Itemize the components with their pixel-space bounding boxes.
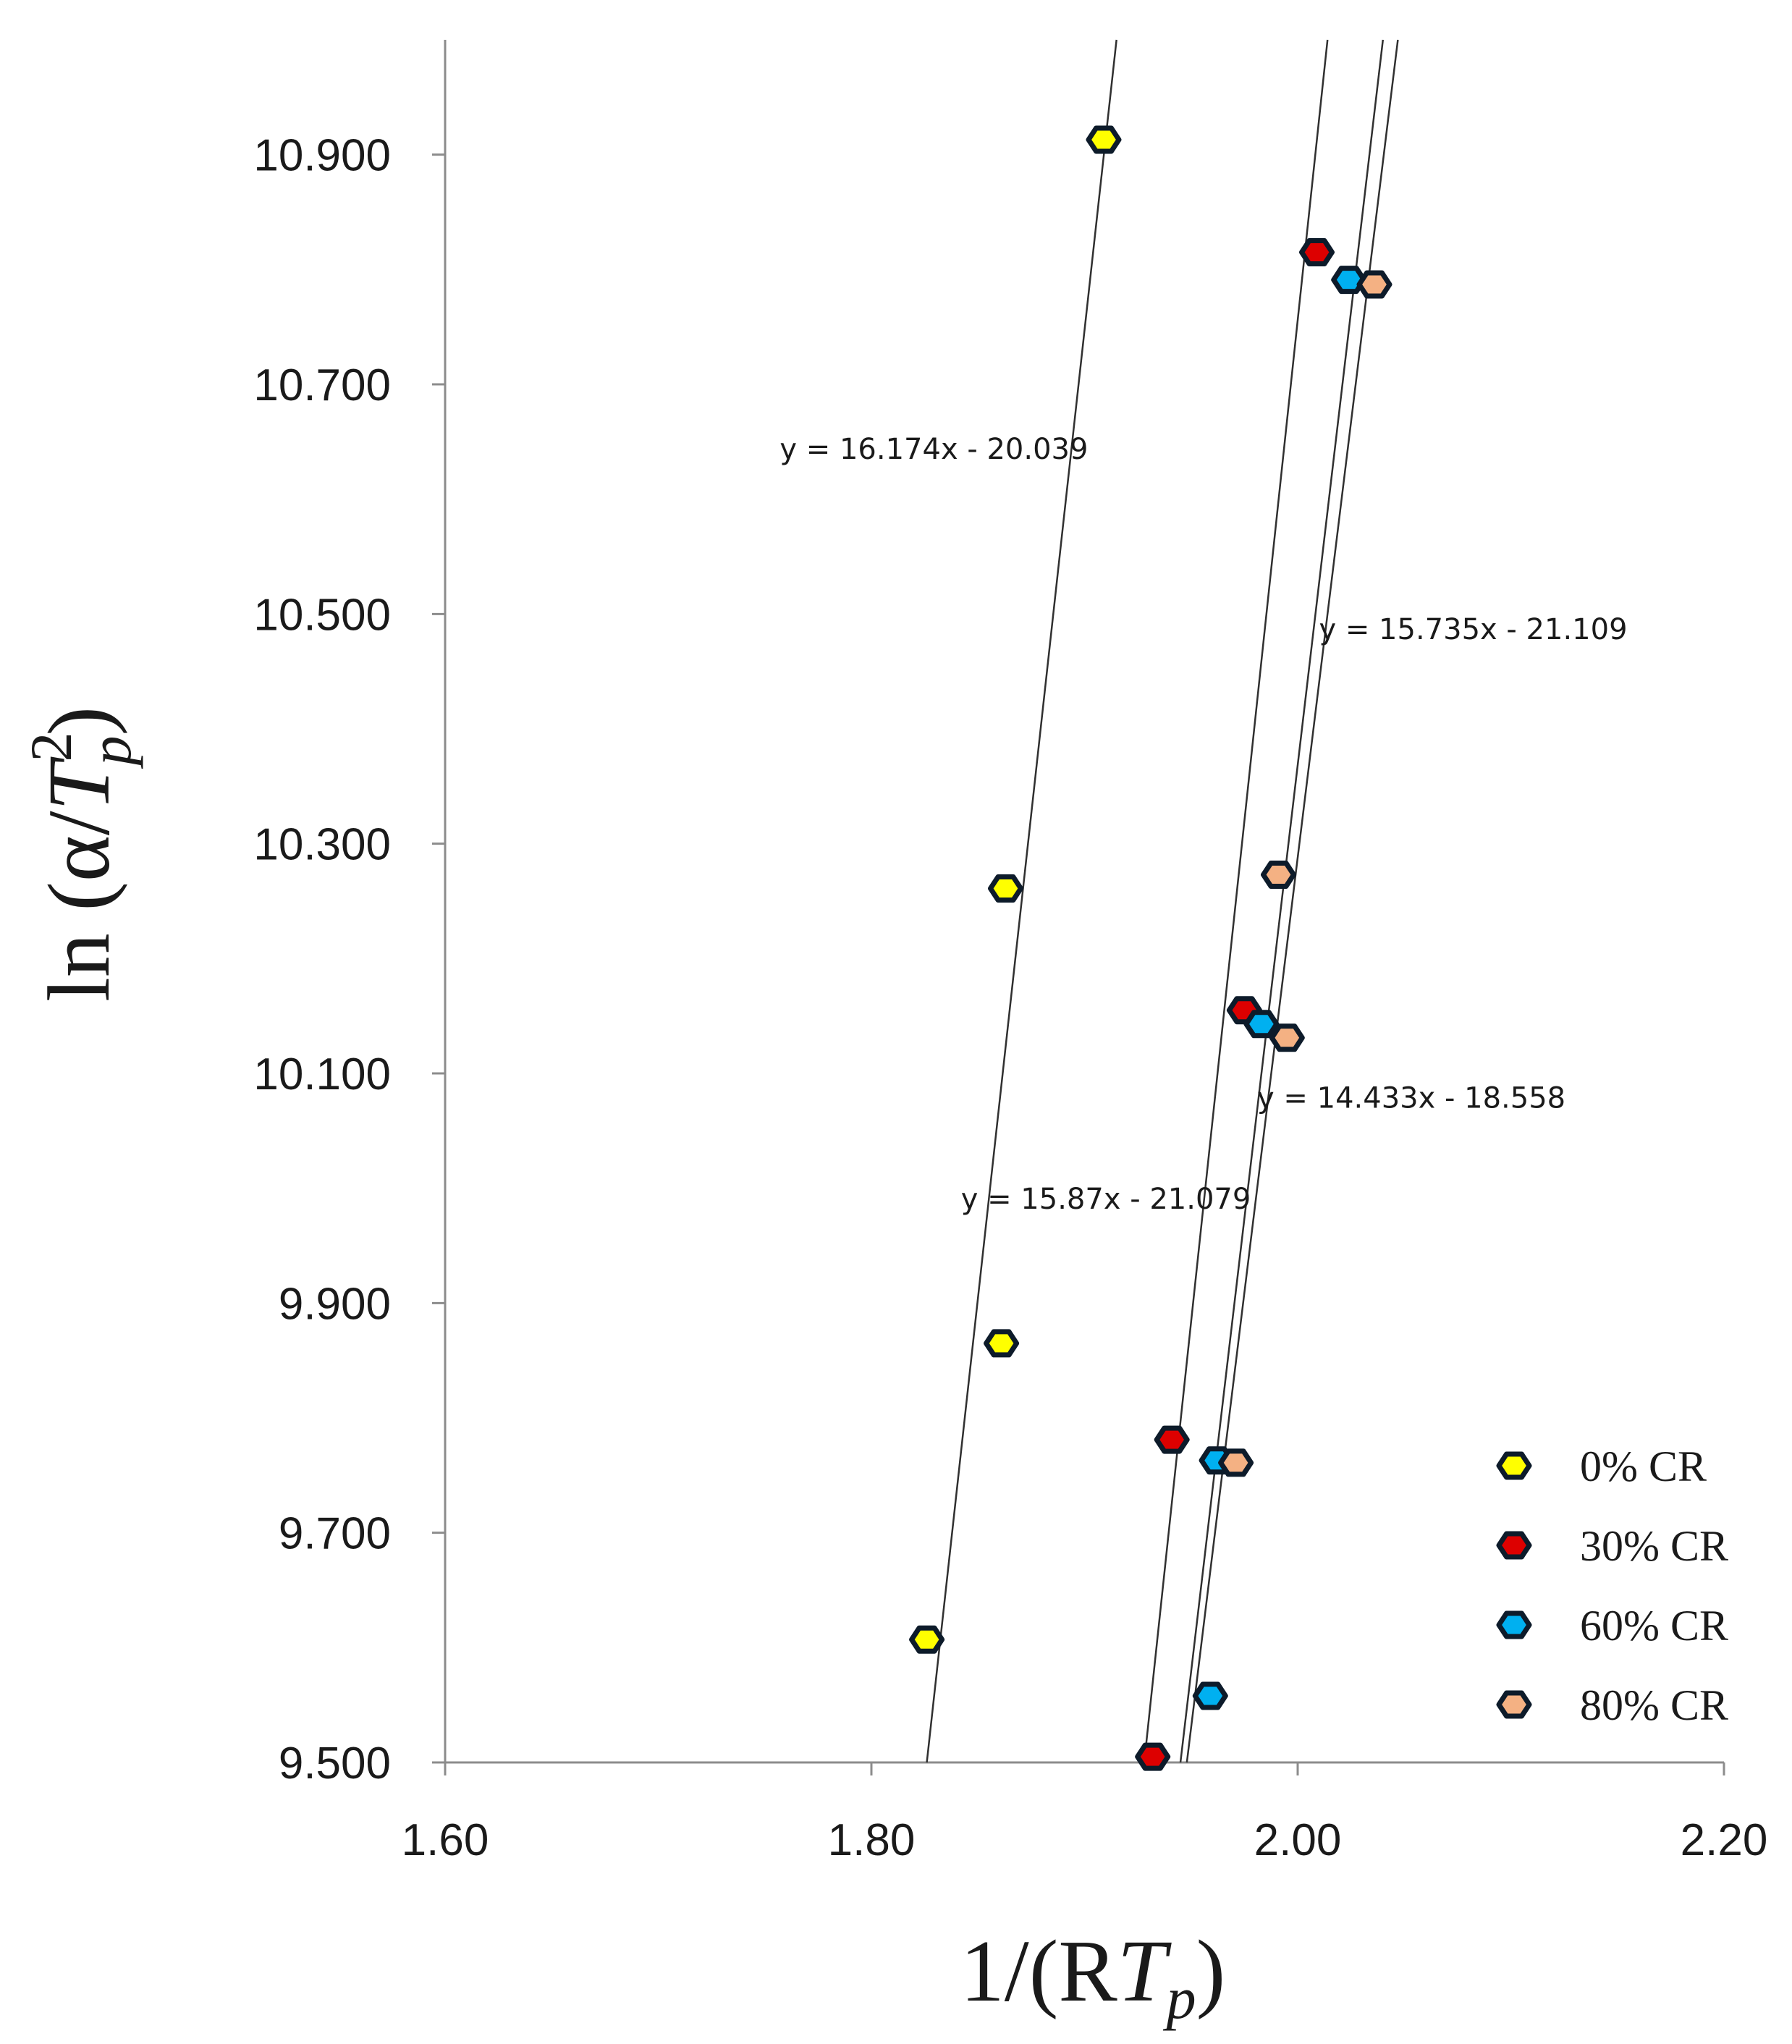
- data-point: [1192, 1681, 1228, 1710]
- y-tick-label: 9.900: [279, 1279, 391, 1329]
- legend-marker: [1496, 1451, 1532, 1480]
- y-axis-title-suffix: ): [30, 706, 128, 736]
- x-axis-title-prefix: 1/(R: [960, 1922, 1118, 2020]
- legend-item: 30% CR: [1496, 1522, 1728, 1570]
- legend-marker: [1496, 1690, 1532, 1719]
- trendline: [1179, 39, 1385, 1763]
- y-axis-title-subscript: p: [77, 735, 143, 769]
- trendline-equation: y = 15.735x - 21.109: [1319, 613, 1627, 646]
- y-axis-title-prefix: ln (α/: [30, 811, 128, 1002]
- legend-label: 30% CR: [1580, 1522, 1728, 1570]
- x-tick-label: 1.80: [828, 1815, 916, 1865]
- data-point: [1135, 1742, 1171, 1771]
- data-point: [988, 874, 1023, 903]
- x-tick-label: 1.60: [402, 1815, 489, 1865]
- trendline: [926, 39, 1117, 1763]
- legend: 0% CR 30% CR 60% CR 80% CR: [1496, 1443, 1728, 1729]
- data-points: [909, 125, 1392, 1771]
- tick-labels: 9.500 9.700 9.900 10.100 10.300 10.500 10.700 1…: [253, 131, 1767, 1865]
- y-tick-label: 10.900: [253, 131, 391, 181]
- legend-item: 80% CR: [1496, 1681, 1728, 1729]
- x-axis-title-suffix: ): [1196, 1922, 1226, 2020]
- data-point: [1299, 238, 1335, 266]
- y-tick-label: 10.100: [253, 1050, 391, 1099]
- trendline-equation: y = 16.174x - 20.039: [779, 433, 1088, 466]
- y-tick-label: 10.700: [253, 360, 391, 410]
- y-tick-label: 10.500: [253, 590, 391, 640]
- legend-item: 60% CR: [1496, 1602, 1728, 1650]
- data-point: [1269, 1023, 1305, 1052]
- trendline-equation: y = 15.87x - 21.079: [961, 1183, 1251, 1216]
- data-point: [1218, 1448, 1254, 1477]
- x-axis-title-subscript: p: [1163, 1965, 1196, 2031]
- y-tick-label: 9.700: [279, 1509, 391, 1559]
- data-point: [1261, 861, 1296, 889]
- x-tick-label: 2.20: [1681, 1815, 1768, 1865]
- trendlines: [926, 39, 1399, 1763]
- data-point: [1154, 1425, 1190, 1454]
- x-axis-title: 1/(RTp): [960, 1922, 1225, 2031]
- y-tick-label: 9.500: [279, 1739, 391, 1788]
- y-axis-title: ln (α/T2p): [18, 706, 143, 1002]
- x-axis-title-variable: T: [1117, 1922, 1172, 2020]
- legend-label: 80% CR: [1580, 1681, 1728, 1729]
- axes: [432, 40, 1725, 1775]
- data-point: [1243, 1010, 1280, 1039]
- y-tick-label: 10.300: [253, 820, 391, 870]
- data-point: [1356, 270, 1392, 299]
- y-axis-title-superscript: 2: [18, 732, 84, 761]
- data-point: [1086, 125, 1122, 154]
- trendline-equation: y = 14.433x - 18.558: [1257, 1082, 1565, 1115]
- legend-marker: [1496, 1531, 1532, 1560]
- legend-marker: [1496, 1610, 1532, 1639]
- equation-annotations: y = 16.174x - 20.039 y = 15.735x - 21.109…: [779, 433, 1627, 1216]
- data-point: [909, 1625, 945, 1654]
- x-tick-label: 2.00: [1254, 1815, 1342, 1865]
- trendline: [1143, 39, 1329, 1763]
- y-axis-title-variable: T: [30, 756, 128, 811]
- legend-label: 60% CR: [1580, 1602, 1728, 1650]
- legend-label: 0% CR: [1580, 1443, 1707, 1490]
- trendline: [1185, 39, 1399, 1763]
- data-point: [984, 1329, 1020, 1358]
- legend-item: 0% CR: [1496, 1443, 1707, 1490]
